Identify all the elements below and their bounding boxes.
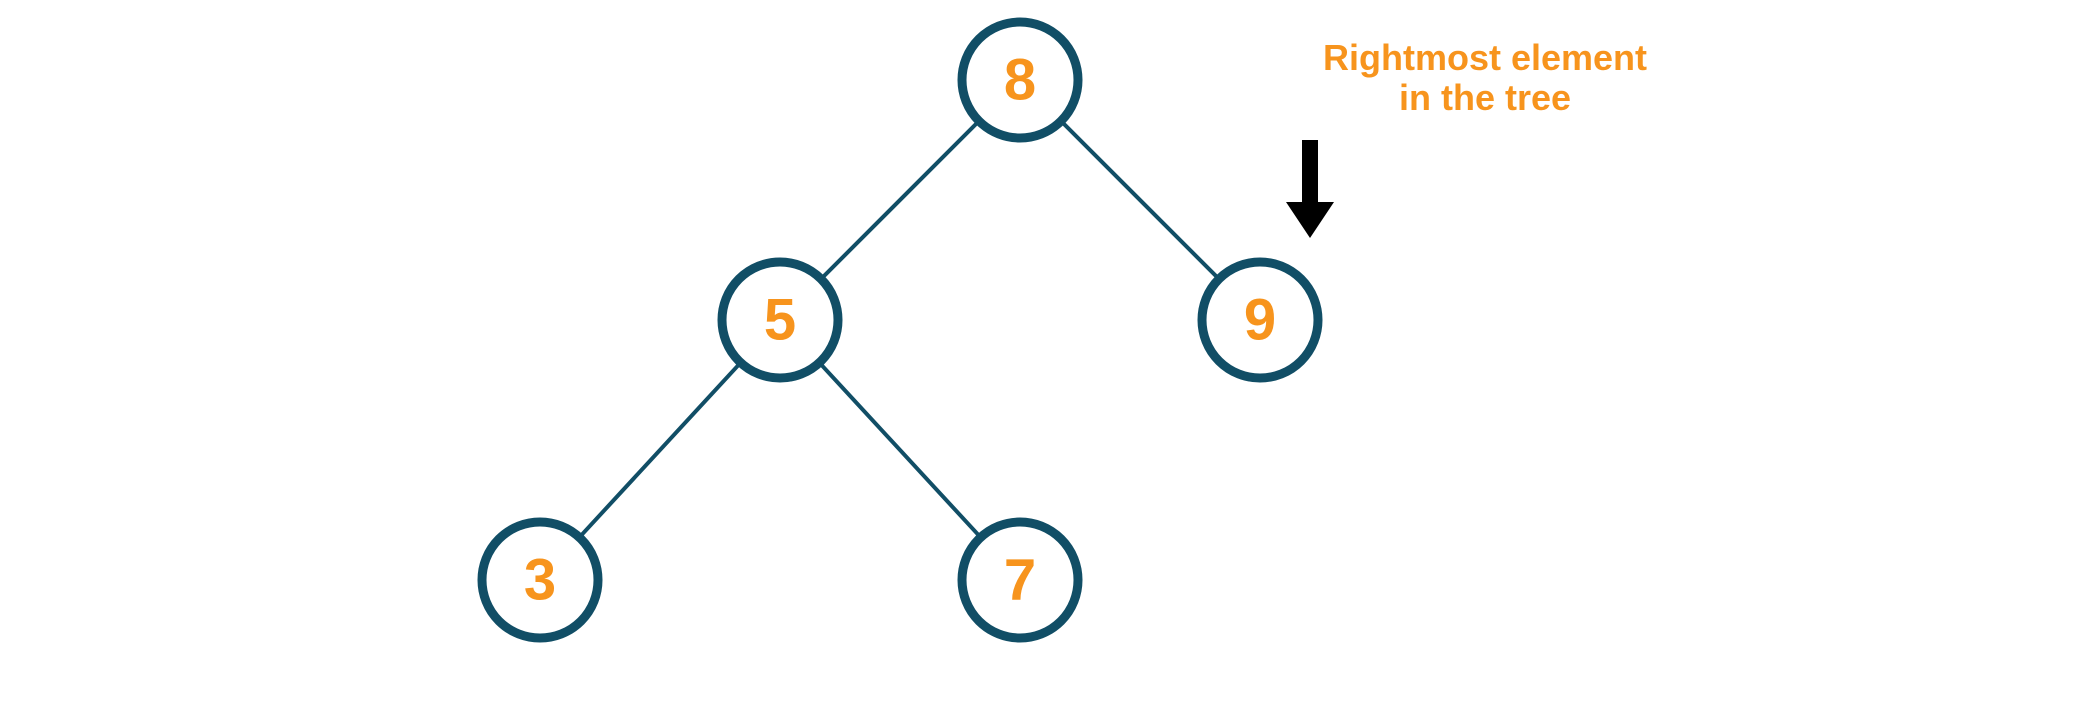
nodes: 8 5 9 3 7	[482, 22, 1318, 638]
tree-diagram: 8 5 9 3 7 Rightmost elementin the tree	[0, 0, 2100, 703]
tree-edge	[582, 366, 737, 534]
tree-node-7: 7	[962, 522, 1078, 638]
tree-edge	[1064, 124, 1216, 276]
arrow-down-icon	[1286, 140, 1334, 238]
edges	[582, 124, 1215, 534]
tree-node-3: 3	[482, 522, 598, 638]
tree-node-label: 7	[1004, 548, 1036, 613]
tree-node-label: 3	[524, 548, 556, 613]
tree-node-5: 5	[722, 262, 838, 378]
annotation-line-2: in the tree	[1399, 77, 1571, 118]
tree-edge	[824, 124, 976, 276]
tree-node-label: 8	[1004, 48, 1036, 113]
tree-node-label: 5	[764, 288, 796, 353]
annotation-line-1: Rightmost element	[1323, 37, 1647, 78]
tree-node-label: 9	[1244, 288, 1276, 353]
tree-edge	[822, 366, 977, 534]
tree-node-8: 8	[962, 22, 1078, 138]
tree-node-9: 9	[1202, 262, 1318, 378]
annotation: Rightmost elementin the tree	[1286, 37, 1647, 238]
